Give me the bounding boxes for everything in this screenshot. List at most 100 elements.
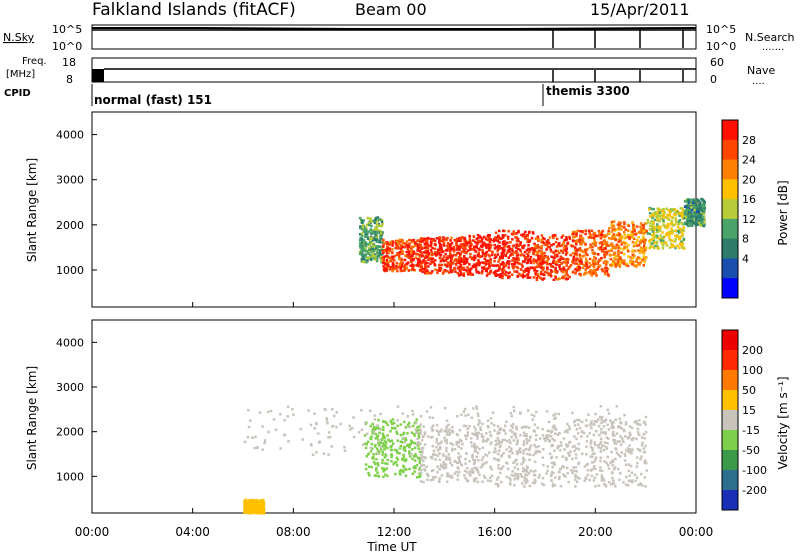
data-point <box>502 229 505 233</box>
data-point <box>533 443 536 447</box>
data-point <box>678 211 681 214</box>
data-point <box>552 251 555 254</box>
data-point <box>471 453 474 457</box>
data-point <box>562 266 565 269</box>
data-point <box>254 435 257 439</box>
data-point <box>586 247 589 251</box>
data-point <box>402 455 406 458</box>
data-point <box>469 248 472 251</box>
data-point <box>602 479 606 482</box>
data-point <box>703 212 706 216</box>
data-point <box>379 235 382 239</box>
data-point <box>488 260 491 264</box>
data-point <box>395 430 398 433</box>
data-point <box>604 260 607 263</box>
data-point <box>613 434 616 437</box>
data-point <box>470 437 473 440</box>
data-point <box>542 463 545 467</box>
data-point <box>644 423 647 426</box>
data-point <box>606 455 609 459</box>
data-point <box>452 250 456 253</box>
data-point <box>367 248 371 252</box>
data-point <box>558 241 561 245</box>
data-point <box>509 441 512 445</box>
y-tick-label: 1000 <box>56 470 84 483</box>
data-point <box>637 433 641 437</box>
data-point <box>309 423 313 427</box>
data-point <box>624 483 628 486</box>
data-point <box>546 242 550 246</box>
data-point <box>515 249 518 253</box>
data-point <box>517 247 520 251</box>
data-point <box>620 243 623 246</box>
data-point <box>519 473 522 476</box>
data-point <box>571 244 575 248</box>
data-point <box>670 219 673 223</box>
data-point <box>498 275 502 279</box>
data-point <box>465 452 468 455</box>
data-point <box>421 270 424 274</box>
data-point <box>655 215 658 218</box>
data-point <box>599 450 603 453</box>
data-point <box>371 432 375 435</box>
data-point <box>636 423 640 426</box>
data-point <box>473 442 476 446</box>
data-point <box>279 412 282 416</box>
data-point <box>379 445 382 449</box>
data-point <box>522 456 525 460</box>
data-point <box>697 218 700 221</box>
data-point <box>481 422 484 426</box>
data-point <box>690 214 693 217</box>
data-point <box>252 498 255 502</box>
data-point <box>564 261 568 265</box>
nsky-panel <box>91 24 697 50</box>
data-point <box>458 429 462 432</box>
data-point <box>485 243 488 246</box>
data-point <box>556 249 560 253</box>
data-point <box>424 265 428 268</box>
data-point <box>653 225 656 228</box>
data-point <box>254 504 258 507</box>
data-point <box>472 477 476 481</box>
data-point <box>516 467 520 471</box>
data-point <box>538 473 541 477</box>
data-point <box>403 258 407 262</box>
data-point <box>475 242 478 245</box>
data-point <box>509 483 512 486</box>
data-point <box>663 211 666 215</box>
data-point <box>571 251 575 255</box>
data-point <box>623 252 626 256</box>
data-point <box>662 223 665 227</box>
data-point <box>460 244 464 248</box>
data-point <box>575 242 578 246</box>
data-point <box>631 448 634 451</box>
data-point <box>527 240 531 244</box>
data-point <box>469 255 472 259</box>
data-point <box>517 244 521 248</box>
data-point <box>615 261 619 265</box>
data-point <box>522 233 525 236</box>
data-point <box>375 458 378 461</box>
data-point <box>385 256 389 259</box>
data-point <box>551 466 554 469</box>
data-point <box>639 261 642 264</box>
data-point <box>565 247 568 250</box>
data-point <box>400 248 403 252</box>
data-point <box>594 485 597 488</box>
y-tick-label: 3000 <box>56 381 84 394</box>
data-point <box>419 260 422 264</box>
data-point <box>564 475 567 478</box>
data-point <box>396 439 399 442</box>
data-point <box>700 218 704 221</box>
data-point <box>631 221 634 224</box>
data-point <box>624 241 628 245</box>
data-point <box>689 198 693 202</box>
data-point <box>536 235 540 238</box>
data-point <box>522 440 526 443</box>
data-point <box>606 441 609 445</box>
data-point <box>631 249 635 252</box>
data-point <box>562 276 565 280</box>
data-point <box>625 236 629 239</box>
data-point <box>243 440 247 444</box>
data-point <box>426 238 429 241</box>
